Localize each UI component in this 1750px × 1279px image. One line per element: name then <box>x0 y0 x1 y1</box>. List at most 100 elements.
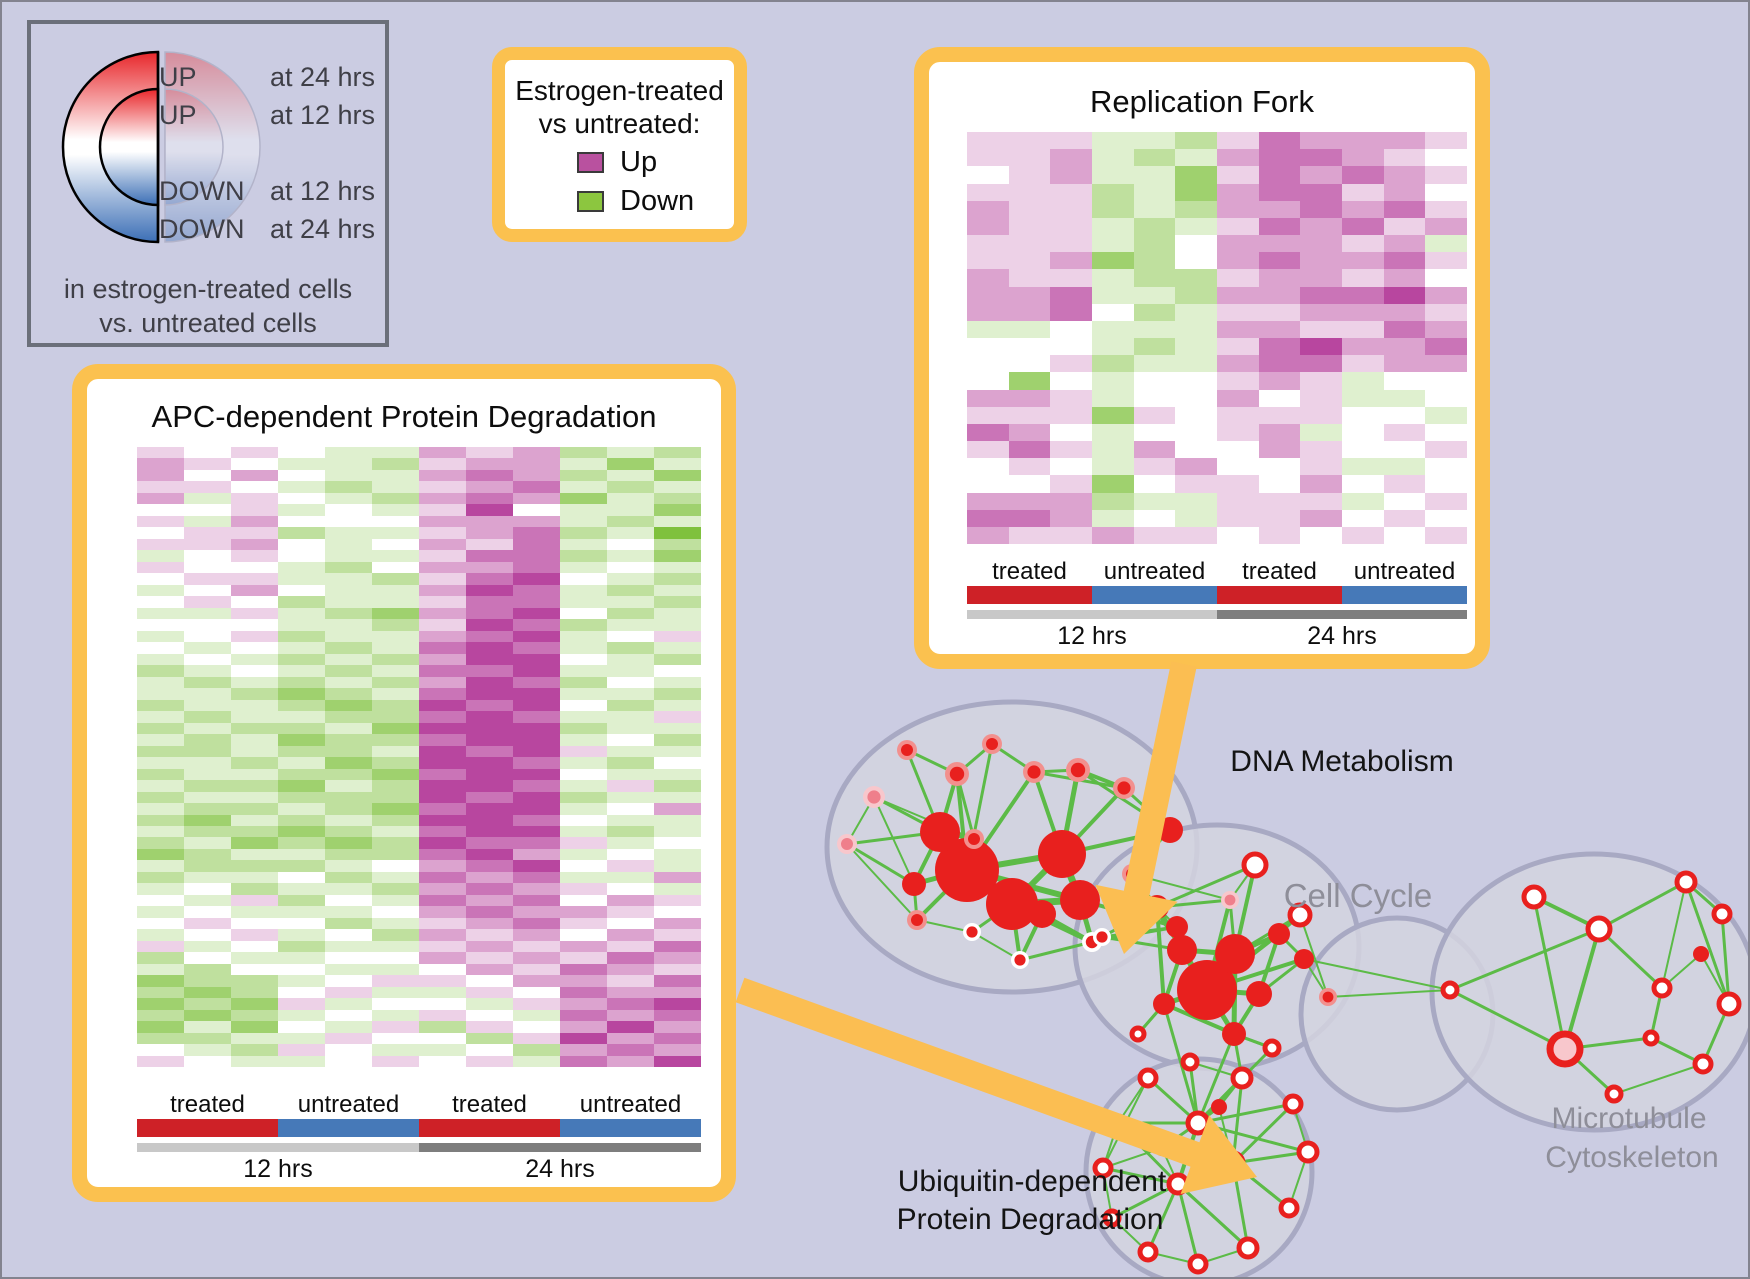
heatmap-cell <box>513 550 560 562</box>
heatmap-cell <box>513 975 560 987</box>
network-node-ring <box>897 740 917 760</box>
heatmap-cell <box>372 734 419 746</box>
heatmap-row <box>967 200 1468 218</box>
heatmap-row <box>137 906 701 918</box>
heatmap-cell <box>1342 458 1384 476</box>
heatmap-cell <box>466 722 513 735</box>
heatmap-row <box>137 791 701 804</box>
heatmap-cell <box>325 917 372 930</box>
heatmap-cell <box>1383 423 1426 442</box>
heatmap-cell <box>184 561 231 574</box>
network-edge <box>964 851 1065 873</box>
replication-time-bar <box>967 610 1467 619</box>
network-edge <box>1232 1032 1274 1050</box>
heatmap-cell <box>278 963 325 976</box>
network-node-halo-core <box>966 926 978 938</box>
heatmap-cell <box>1008 458 1051 476</box>
heatmap-cell <box>231 975 278 987</box>
heatmap-cell <box>278 699 325 712</box>
heatmap-cell <box>1383 252 1426 270</box>
heatmap-cell <box>372 711 419 723</box>
heatmap-cell <box>137 825 184 838</box>
heatmap-cell <box>560 998 607 1010</box>
heatmap-cell <box>1342 200 1384 218</box>
heatmap-cell <box>1425 166 1468 184</box>
heatmap-cell <box>654 894 701 907</box>
network-edge <box>1131 829 1171 875</box>
heatmap-cell <box>372 757 419 769</box>
heatmap-cell <box>1342 526 1384 545</box>
heatmap-cell <box>1383 509 1426 527</box>
heatmap-cell <box>325 883 372 895</box>
network-edge <box>1077 897 1095 945</box>
heatmap-cell <box>278 561 325 574</box>
heatmap-row <box>137 1044 701 1056</box>
network-edge <box>938 830 976 841</box>
heatmap-cell <box>325 757 372 769</box>
heatmap-cell <box>1300 338 1343 356</box>
heatmap-cell <box>560 940 607 953</box>
heatmap-cell <box>231 1009 278 1022</box>
network-edge <box>955 742 994 776</box>
heatmap-cell <box>372 1021 419 1033</box>
heatmap-cell <box>560 791 607 804</box>
heatmap-cell <box>1050 303 1093 321</box>
heatmap-cell <box>231 481 278 493</box>
heatmap-cell <box>1383 132 1426 150</box>
network-edge <box>964 867 1045 917</box>
heatmap-cell <box>607 963 654 976</box>
heatmap-cell <box>372 917 419 930</box>
heatmap-cell <box>1092 492 1134 510</box>
heatmap-cell <box>137 986 184 999</box>
heatmap-cell <box>967 492 1009 510</box>
heatmap-cell <box>1175 132 1218 150</box>
heatmap-cell <box>967 509 1009 527</box>
heatmap-cell <box>1092 389 1134 407</box>
heatmap-cell <box>513 607 560 620</box>
estrogen-legend-box: Estrogen-treated vs untreated: Up Down <box>492 47 747 242</box>
heatmap-cell <box>1092 217 1134 236</box>
heatmap-cell <box>1300 286 1343 304</box>
network-edge <box>965 742 994 872</box>
heatmap-cell <box>513 688 560 700</box>
heatmap-cell <box>372 653 419 666</box>
heatmap-cell <box>654 722 701 735</box>
heatmap-cell <box>137 929 184 941</box>
heatmap-cell <box>1050 338 1093 356</box>
heatmap-cell <box>325 1044 372 1056</box>
heatmap-cell <box>231 986 278 999</box>
network-edge <box>936 828 971 874</box>
heatmap-row <box>137 596 701 608</box>
heatmap-cell <box>654 963 701 976</box>
heatmap-cell <box>1217 338 1259 356</box>
heatmap-cell <box>231 963 278 976</box>
heatmap-row <box>137 573 701 585</box>
heatmap-cell <box>560 986 607 999</box>
network-edge <box>1218 1077 1243 1108</box>
heatmap-cell <box>1092 149 1134 167</box>
heatmap-cell <box>466 871 513 884</box>
heatmap-cell <box>419 538 466 551</box>
heatmap-cell <box>278 745 325 758</box>
heatmap-cell <box>1008 389 1051 407</box>
group-label: untreated <box>579 1091 682 1118</box>
heatmap-cell <box>1300 303 1343 321</box>
heatmap-cell <box>560 653 607 666</box>
heatmap-cell <box>466 860 513 872</box>
heatmap-cell <box>184 504 231 516</box>
heatmap-cell <box>560 1009 607 1022</box>
heatmap-cell <box>1425 320 1468 339</box>
heatmap-cell <box>184 791 231 804</box>
heatmap-cell <box>607 619 654 631</box>
heatmap-cell <box>137 871 184 884</box>
network-edge <box>1196 1121 1235 1165</box>
cell-cycle-circle <box>1072 822 1362 1072</box>
heatmap-cell <box>184 757 231 769</box>
heatmap-cell <box>654 481 701 493</box>
heatmap-cell <box>184 745 231 758</box>
treated-bar-segment <box>137 1119 278 1137</box>
heatmap-cell <box>513 814 560 826</box>
heatmap-cell <box>1300 475 1343 493</box>
heatmap-cell <box>654 573 701 585</box>
heatmap-cell <box>1050 269 1093 287</box>
